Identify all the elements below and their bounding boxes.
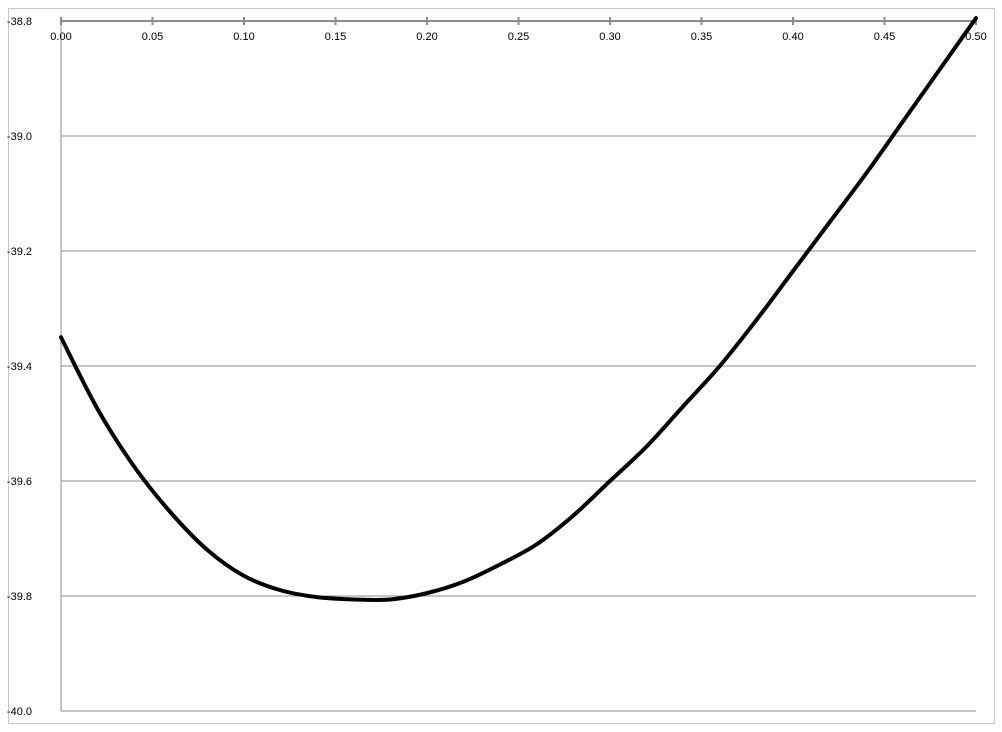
x-tick-label: 0.25 [508, 31, 529, 43]
x-tick-label: 0.20 [416, 31, 437, 43]
y-tick-label: -38.8 [7, 16, 32, 28]
y-tick-label: -39.4 [7, 361, 32, 373]
y-tick-label: -39.0 [7, 131, 32, 143]
y-tick-label: -40.0 [7, 706, 32, 718]
y-tick-label: -39.2 [7, 246, 32, 258]
x-tick-label: 0.40 [782, 31, 803, 43]
x-tick-label: 0.50 [965, 31, 986, 43]
x-tick-label: 0.10 [233, 31, 254, 43]
x-tick-label: 0.00 [50, 31, 71, 43]
x-tick-label: 0.35 [691, 31, 712, 43]
x-tick-label: 0.45 [874, 31, 895, 43]
y-tick-label: -39.8 [7, 591, 32, 603]
x-tick-label: 0.30 [599, 31, 620, 43]
series-line [59, 16, 978, 603]
y-tick-label: -39.6 [7, 476, 32, 488]
x-tick-label: 0.05 [142, 31, 163, 43]
x-tick-label: 0.15 [325, 31, 346, 43]
